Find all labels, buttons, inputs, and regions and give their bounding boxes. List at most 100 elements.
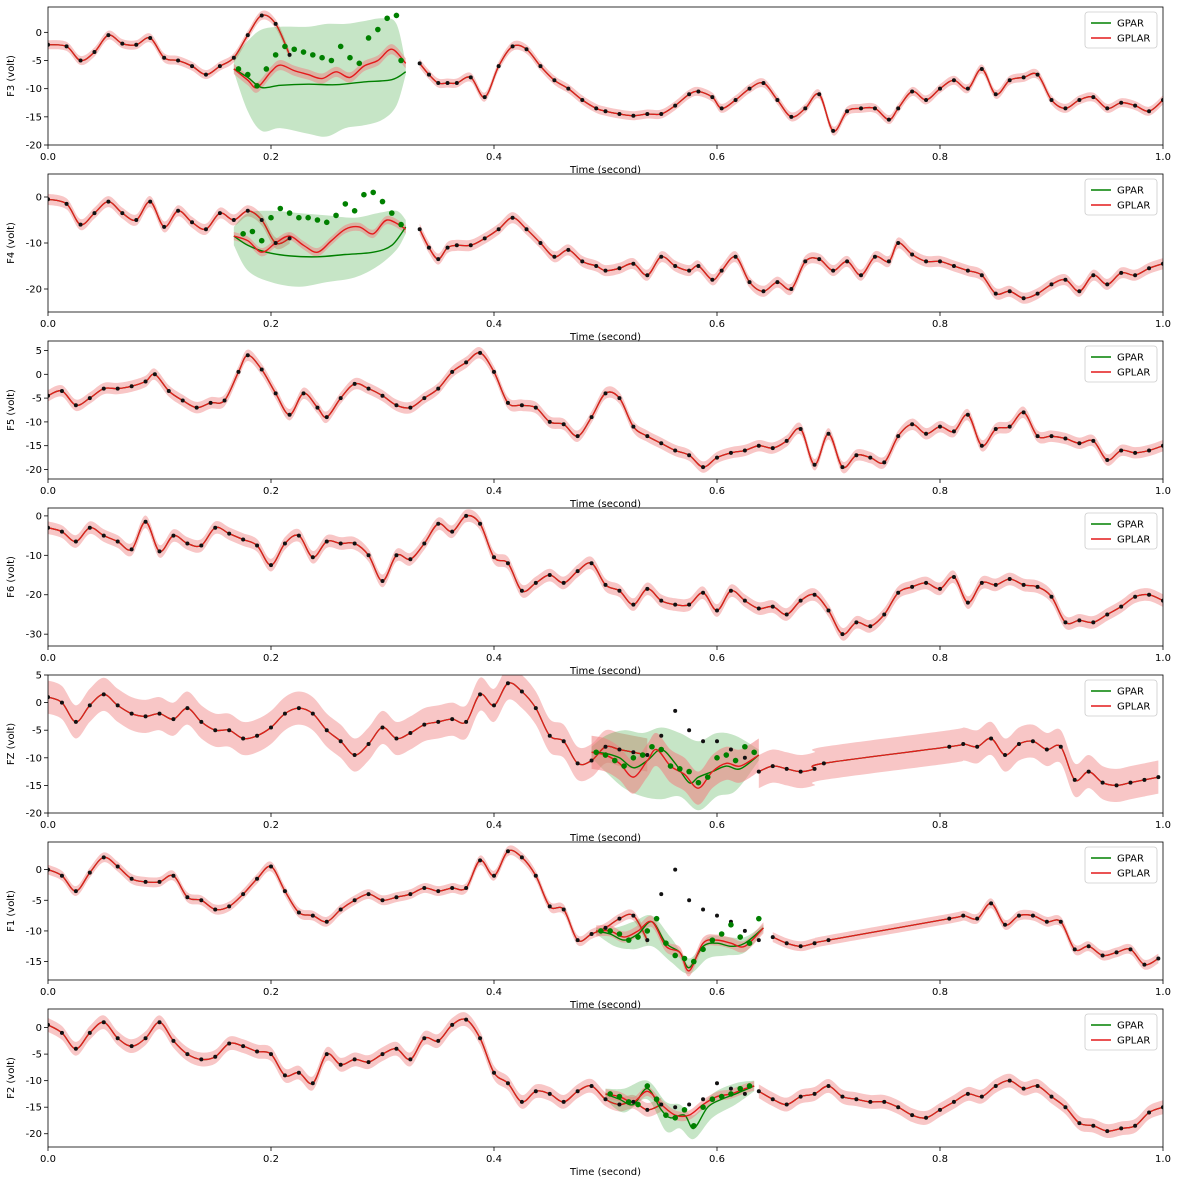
observed-point: [979, 1094, 984, 1099]
heldout-point: [621, 763, 627, 769]
observed-point: [575, 569, 580, 574]
observed-point: [1016, 742, 1021, 746]
observed-point: [445, 81, 450, 86]
observed-point: [59, 388, 64, 393]
observed-point: [157, 549, 162, 554]
observed-point: [87, 703, 92, 708]
observed-point: [1147, 448, 1152, 453]
panel-f6: 0.0 0.2 0.4 0.6 0.8 1.0 0 -10 -20 -30 Time (second…: [6, 507, 1171, 677]
observed-point: [580, 97, 585, 102]
observed-point: [687, 898, 692, 903]
observed-point: [1114, 950, 1119, 955]
gplar-band: [419, 212, 1163, 304]
observed-point: [882, 612, 887, 617]
heldout-point: [644, 928, 651, 934]
observed-point: [1077, 97, 1082, 102]
observed-point: [227, 531, 232, 536]
observed-point: [496, 227, 501, 232]
observed-point: [64, 44, 69, 49]
observed-point: [696, 264, 701, 268]
y-axis-label: FZ (volt): [6, 723, 17, 765]
observed-point: [993, 582, 998, 587]
observed-point: [269, 1052, 273, 1057]
observed-point: [106, 33, 111, 38]
observed-point: [426, 245, 431, 250]
observed-point: [951, 78, 956, 83]
observed-point: [770, 604, 775, 609]
observed-point: [1077, 441, 1082, 446]
heldout-point: [723, 752, 730, 758]
observed-point: [673, 867, 678, 872]
x-tick-label: 0.8: [932, 152, 948, 163]
observed-point: [896, 434, 901, 439]
heldout-point: [672, 1115, 678, 1121]
observed-point: [143, 379, 148, 384]
observed-point: [979, 273, 984, 278]
observed-point: [938, 1107, 942, 1112]
observed-point: [975, 744, 980, 749]
observed-point: [589, 415, 594, 420]
observed-point: [747, 86, 752, 91]
panel-f1: 0.0 0.2 0.4 0.6 0.8 1.0 0 -5 -10 -15 Time (second)…: [6, 841, 1171, 1011]
observed-point: [547, 1091, 552, 1096]
legend: GPAR GPLAR: [1084, 1013, 1158, 1051]
observed-point: [831, 128, 836, 133]
observed-point: [784, 766, 789, 771]
observed-point: [259, 13, 264, 18]
panel-fz: 0.0 0.2 0.4 0.6 0.8 1.0 5 0 -5 -10 -15 -20 Time (sec…: [6, 671, 1171, 845]
heldout-point: [695, 779, 702, 786]
observed-point: [78, 58, 83, 63]
observed-point: [213, 728, 218, 733]
legend: GPAR GPLAR: [1084, 846, 1158, 884]
observed-point: [742, 1091, 747, 1096]
observed-point: [1049, 282, 1054, 287]
x-axis-label: Time (second): [569, 1000, 641, 1011]
observed-point: [185, 895, 190, 900]
x-tick-label: 0.0: [40, 987, 56, 998]
observed-point: [417, 227, 422, 232]
observed-point: [715, 739, 719, 744]
observed-point: [510, 215, 515, 220]
heldout-point: [365, 35, 372, 41]
observed-point: [938, 86, 942, 91]
observed-point: [162, 224, 167, 229]
observed-point: [296, 910, 301, 915]
observed-point: [631, 913, 636, 918]
observed-point: [854, 453, 859, 458]
heldout-point: [709, 1096, 716, 1103]
x-tick-label: 0.2: [263, 653, 279, 664]
y-tick-label: -15: [26, 1103, 42, 1114]
legend-box: [1084, 345, 1158, 383]
legend-box: [1084, 512, 1158, 550]
observed-point: [719, 268, 724, 273]
observed-point: [701, 1097, 706, 1102]
observed-point: [59, 529, 64, 534]
observed-point: [1100, 780, 1105, 785]
observed-point: [227, 904, 232, 909]
y-tick-label: 0: [36, 28, 42, 39]
observed-point: [101, 533, 106, 538]
observed-point: [408, 557, 413, 562]
observed-point: [673, 1105, 678, 1110]
heldout-point: [718, 931, 725, 937]
observed-point: [1058, 919, 1063, 924]
observed-point: [134, 42, 139, 47]
gplar-uncertainty-band: [233, 44, 406, 93]
observed-point: [965, 1091, 970, 1096]
observed-point: [217, 64, 222, 69]
observed-point: [575, 1089, 580, 1094]
heldout-point: [370, 189, 377, 196]
heldout-point: [709, 937, 716, 943]
observed-point: [1044, 747, 1049, 752]
observed-point: [1044, 919, 1049, 924]
y-axis-label: F4 (volt): [6, 222, 17, 264]
observed-point: [48, 393, 50, 398]
observed-point: [1021, 1086, 1026, 1091]
observed-point: [48, 867, 50, 872]
heldout-point: [375, 26, 381, 33]
legend-label-gplar: GPLAR: [1117, 535, 1150, 546]
observed-point: [287, 412, 292, 417]
observed-point: [524, 227, 529, 232]
observed-point: [115, 864, 120, 869]
